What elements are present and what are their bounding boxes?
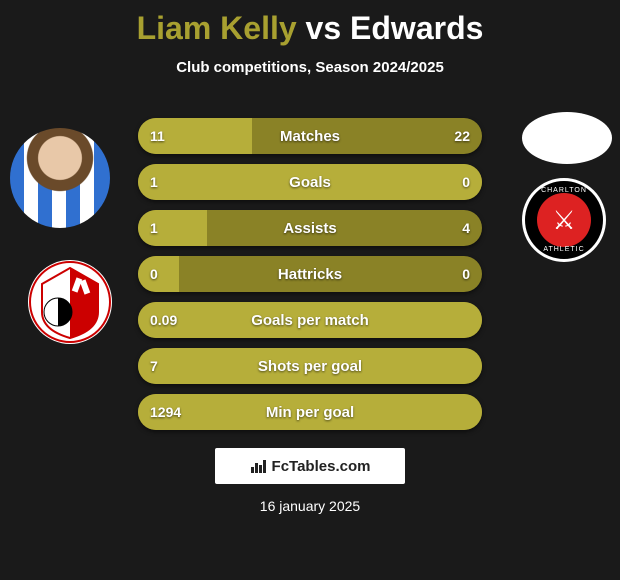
stat-bars: Matches1122Goals10Assists14Hattricks00Go… (138, 118, 482, 440)
sword-icon: ⚔ (552, 205, 575, 236)
stat-label: Matches (138, 118, 482, 154)
title-player1: Liam Kelly (137, 10, 297, 46)
footer-site-box: FcTables.com (215, 448, 405, 484)
team1-logo (28, 260, 112, 344)
stat-value-right: 0 (462, 164, 470, 200)
stat-value-left: 7 (150, 348, 158, 384)
footer-date: 16 january 2025 (0, 498, 620, 514)
team2-logo-inner: ⚔ (537, 193, 591, 247)
stat-value-left: 1294 (150, 394, 181, 430)
stat-label: Goals (138, 164, 482, 200)
page-title: Liam Kelly vs Edwards (0, 0, 620, 47)
stat-row: Goals per match0.09 (138, 302, 482, 338)
footer-site-text: FcTables.com (272, 458, 371, 475)
stat-label: Min per goal (138, 394, 482, 430)
stat-value-right: 0 (462, 256, 470, 292)
stat-row: Assists1 4 (138, 210, 482, 246)
team2-bottom-text: ATHLETIC (543, 246, 584, 253)
team2-top-text: CHARLTON (541, 187, 587, 194)
subtitle: Club competitions, Season 2024/2025 (0, 59, 620, 76)
title-vs: vs (306, 10, 342, 46)
stat-value-left: 1 (150, 164, 158, 200)
stat-row: Goals1 0 (138, 164, 482, 200)
title-player2: Edwards (350, 10, 483, 46)
stat-label: Shots per goal (138, 348, 482, 384)
stat-label: Assists (138, 210, 482, 246)
stat-label: Hattricks (138, 256, 482, 292)
stat-row: Min per goal1294 (138, 394, 482, 430)
chart-icon (250, 457, 268, 475)
stat-value-left: 1 (150, 210, 158, 246)
stat-value-right: 22 (454, 118, 470, 154)
stat-value-left: 0.09 (150, 302, 177, 338)
stat-row: Shots per goal7 (138, 348, 482, 384)
stat-value-left: 11 (150, 118, 165, 154)
stat-row: Matches11 22 (138, 118, 482, 154)
player1-avatar (10, 128, 110, 228)
stat-label: Goals per match (138, 302, 482, 338)
stat-row: Hattricks0 0 (138, 256, 482, 292)
player2-avatar (522, 112, 612, 164)
stat-value-left: 0 (150, 256, 158, 292)
stat-value-right: 4 (462, 210, 470, 246)
team2-logo: CHARLTON ⚔ ATHLETIC (522, 178, 606, 262)
